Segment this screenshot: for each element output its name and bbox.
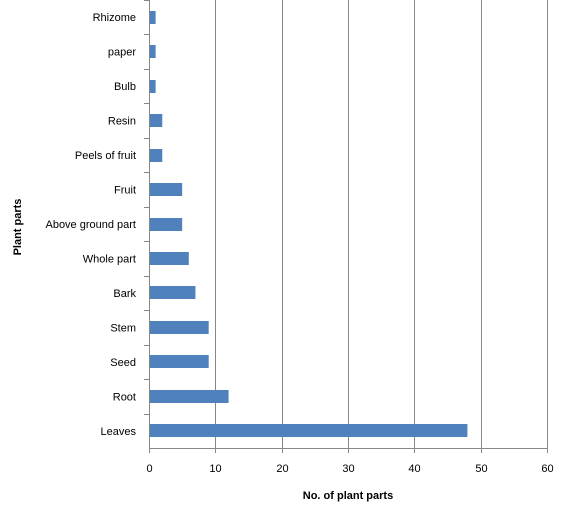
- bar: [150, 252, 189, 265]
- y-tick-label: Bark: [113, 288, 136, 300]
- y-tick-label: Resin: [108, 116, 136, 128]
- axes: [144, 0, 548, 453]
- y-tick-label: Whole part: [83, 253, 136, 265]
- bar: [150, 218, 183, 231]
- bar: [150, 424, 468, 437]
- bar: [150, 114, 163, 127]
- y-tick-label: paper: [108, 47, 136, 59]
- gridlines: [215, 0, 548, 448]
- x-tick-label: 30: [342, 463, 354, 475]
- x-axis-title: No. of plant parts: [303, 490, 393, 502]
- bar: [150, 355, 209, 368]
- y-tick-label: Above ground part: [45, 219, 136, 231]
- x-tick-label: 40: [408, 463, 420, 475]
- bar: [150, 80, 156, 93]
- x-tick-label: 60: [541, 463, 553, 475]
- bar: [150, 390, 229, 403]
- bar: [150, 11, 156, 24]
- y-tick-label: Fruit: [114, 185, 136, 197]
- bar: [150, 286, 196, 299]
- x-tick-label: 10: [209, 463, 221, 475]
- x-tick-label: 0: [146, 463, 152, 475]
- bar: [150, 45, 156, 58]
- y-axis-title: Plant parts: [12, 199, 24, 256]
- x-tick-label: 20: [276, 463, 288, 475]
- y-tick-label: Bulb: [114, 81, 136, 93]
- bar: [150, 183, 183, 196]
- y-tick-label: Leaves: [101, 426, 137, 438]
- bar: [150, 321, 209, 334]
- y-tick-label: Stem: [110, 322, 136, 334]
- y-tick-label: Rhizome: [93, 12, 136, 24]
- labels: 0 10 20 30 40 50 60 Rhizome paper Bulb Resin Peels …: [45, 12, 553, 475]
- bars: [150, 11, 468, 437]
- y-tick-label: Root: [113, 391, 136, 403]
- x-tick-label: 50: [475, 463, 487, 475]
- y-tick-label: Peels of fruit: [75, 150, 136, 162]
- y-tick-label: Seed: [110, 357, 136, 369]
- bar: [150, 149, 163, 162]
